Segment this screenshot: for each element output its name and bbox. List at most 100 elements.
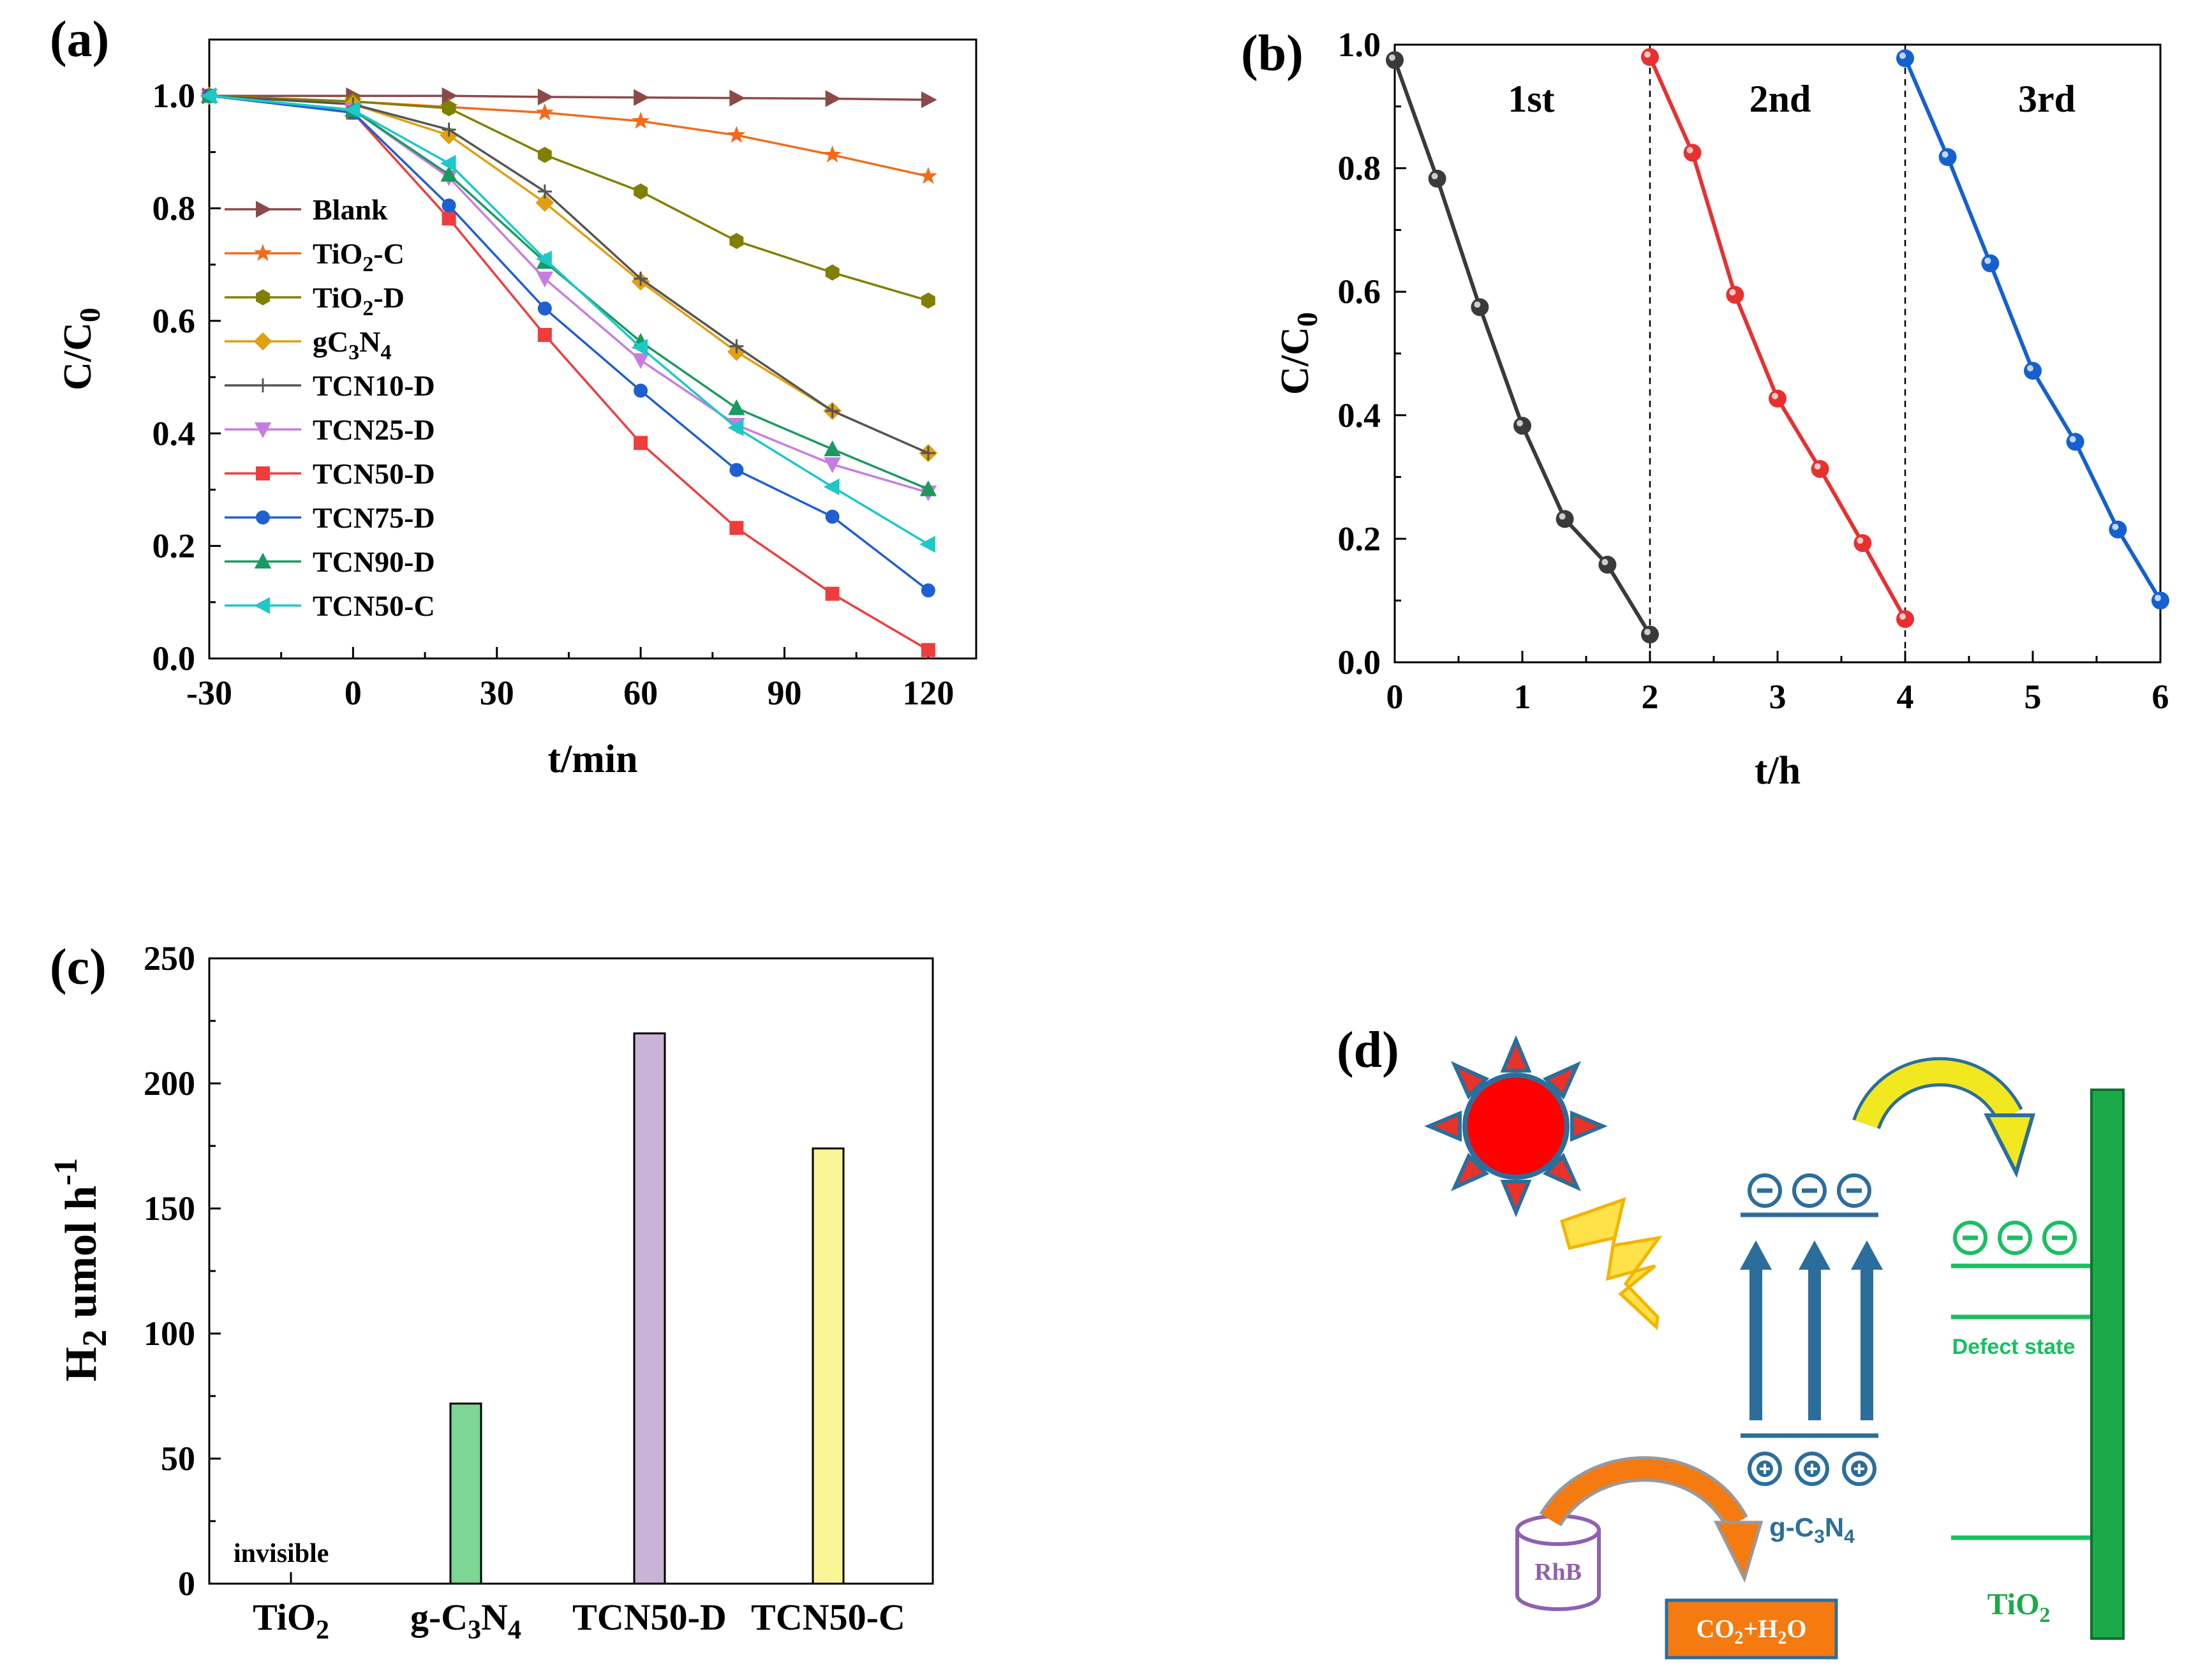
data-point-highlight [1389, 54, 1395, 61]
panel-d-label: (d) [1337, 1022, 1399, 1078]
legend-label-main: TCN50-D [313, 457, 435, 490]
data-point [729, 339, 744, 353]
data-point-highlight [1857, 537, 1864, 544]
data-point [825, 509, 840, 524]
x-tick-label: 60 [623, 674, 658, 712]
data-point [634, 89, 650, 107]
y-tick-label: 0.8 [152, 190, 196, 228]
defect-state-label: Defect state [1952, 1335, 2076, 1359]
category-label-main: TCN50-C [751, 1596, 905, 1638]
electron-transfer-arrow-icon [1852, 1057, 2035, 1178]
legend-label-main: TCN25-D [313, 413, 435, 446]
y-tick-label: 0.2 [152, 527, 196, 565]
y-tick-label: 250 [144, 939, 195, 978]
panel-a-label: (a) [50, 11, 109, 68]
data-point [200, 87, 216, 105]
data-point-highlight [1899, 52, 1906, 59]
data-point [442, 198, 456, 213]
legend-label-post: -C [373, 237, 405, 270]
data-point [632, 339, 648, 356]
product-label-sub2: 2 [1778, 1628, 1786, 1648]
data-point-highlight [1644, 628, 1651, 636]
panel-c-ylabel-sup: -1 [48, 1158, 84, 1186]
legend-label: TCN90-D [313, 546, 435, 578]
data-point-highlight [1431, 173, 1438, 180]
data-point-highlight [1601, 559, 1608, 566]
legend-marker [253, 244, 272, 261]
category-label-sub: 3 [468, 1616, 481, 1645]
legend-marker [254, 422, 272, 438]
legend-label-sub: 3 [348, 341, 359, 364]
panel-c-annotation: invisible [234, 1539, 329, 1568]
data-point [1556, 510, 1574, 528]
product-label-sub: 2 [1734, 1628, 1743, 1648]
data-point [632, 353, 650, 369]
x-tick-label: 3 [1769, 678, 1786, 716]
product-label-main: CO [1696, 1614, 1734, 1643]
category-label-main: TiO [253, 1596, 316, 1638]
x-tick-label: 4 [1897, 678, 1914, 716]
y-tick-label: 0.8 [1338, 149, 1381, 188]
panel-c-ylabel-sub: 2 [75, 1330, 114, 1347]
data-point [634, 183, 648, 200]
data-point-highlight [1984, 257, 1991, 264]
data-point [1471, 298, 1489, 316]
series-line [209, 94, 929, 591]
legend-label-sub2: 4 [380, 341, 391, 364]
x-tick-label: 30 [480, 674, 514, 712]
panel-a-ylabel-sub: 0 [73, 308, 106, 322]
data-point-highlight [1772, 392, 1778, 399]
y-tick-label: 0 [178, 1565, 195, 1603]
x-tick-label: 2 [1642, 678, 1659, 716]
category-label: TiO2 [253, 1596, 329, 1645]
data-point [1641, 625, 1659, 644]
data-point [921, 292, 935, 309]
panel-c-label: (c) [50, 939, 107, 995]
legend-label-sub: 2 [362, 253, 373, 276]
panel-c-ylabel-post: umol h [57, 1186, 106, 1330]
legend-label-post: -D [373, 281, 405, 314]
tio2-label-main: TiO [1987, 1587, 2040, 1621]
legend-label-main: TCN90-D [313, 546, 435, 578]
data-point [727, 419, 744, 436]
legend-label: gC3N4 [313, 325, 391, 364]
data-point [634, 271, 648, 286]
cycle-label: 1st [1508, 78, 1554, 120]
panel-b: (b) 0 1 2 3 4 5 60.00.20.40.60.81.0 1st 2nd 3rd … [1241, 26, 2169, 792]
legend-label: TiO2-D [313, 281, 405, 320]
data-point [824, 457, 841, 473]
panel-a-series [200, 86, 938, 657]
data-point-highlight [1644, 51, 1651, 58]
y-tick-label: 0.0 [1338, 643, 1381, 681]
tio2-electron-icons [1953, 1221, 2077, 1255]
y-tick-label: 100 [144, 1314, 195, 1353]
legend-label: TiO2-C [313, 237, 405, 276]
data-point [825, 404, 840, 418]
y-tick-label: 1.0 [152, 77, 196, 115]
legend-label-main: Blank [313, 193, 388, 226]
data-point-highlight [1899, 613, 1906, 620]
data-point [1428, 170, 1446, 188]
data-point-highlight [1474, 301, 1481, 308]
data-point [634, 383, 648, 398]
data-point [634, 436, 648, 450]
data-point [442, 100, 456, 117]
data-point-highlight [2112, 523, 2119, 530]
data-point [729, 463, 744, 477]
y-tick-label: 0.2 [1338, 519, 1381, 558]
y-tick-label: 1.0 [1338, 26, 1381, 64]
gcn-label-main: g-C [1769, 1512, 1814, 1542]
legend-marker [256, 289, 270, 306]
data-point [537, 184, 552, 199]
data-point [442, 123, 456, 137]
cycle-label: 3rd [2018, 78, 2076, 120]
data-point [825, 264, 840, 281]
panel-a-ticks: -30 0 30 60 90 120 0.0 0.2 0.4 0.6 0.8 1.0 [152, 38, 954, 712]
legend-marker [256, 466, 270, 480]
tio2-label-sub: 2 [2039, 1603, 2050, 1627]
data-point [537, 327, 552, 342]
panel-b-ticks: 0 1 2 3 4 5 6 0.0 0.2 0.4 0.6 0.8 1.0 [1338, 26, 2169, 716]
legend-marker [256, 378, 270, 392]
series-line [1648, 56, 1907, 620]
panel-b-ylabel-main: C/C [1274, 327, 1317, 395]
